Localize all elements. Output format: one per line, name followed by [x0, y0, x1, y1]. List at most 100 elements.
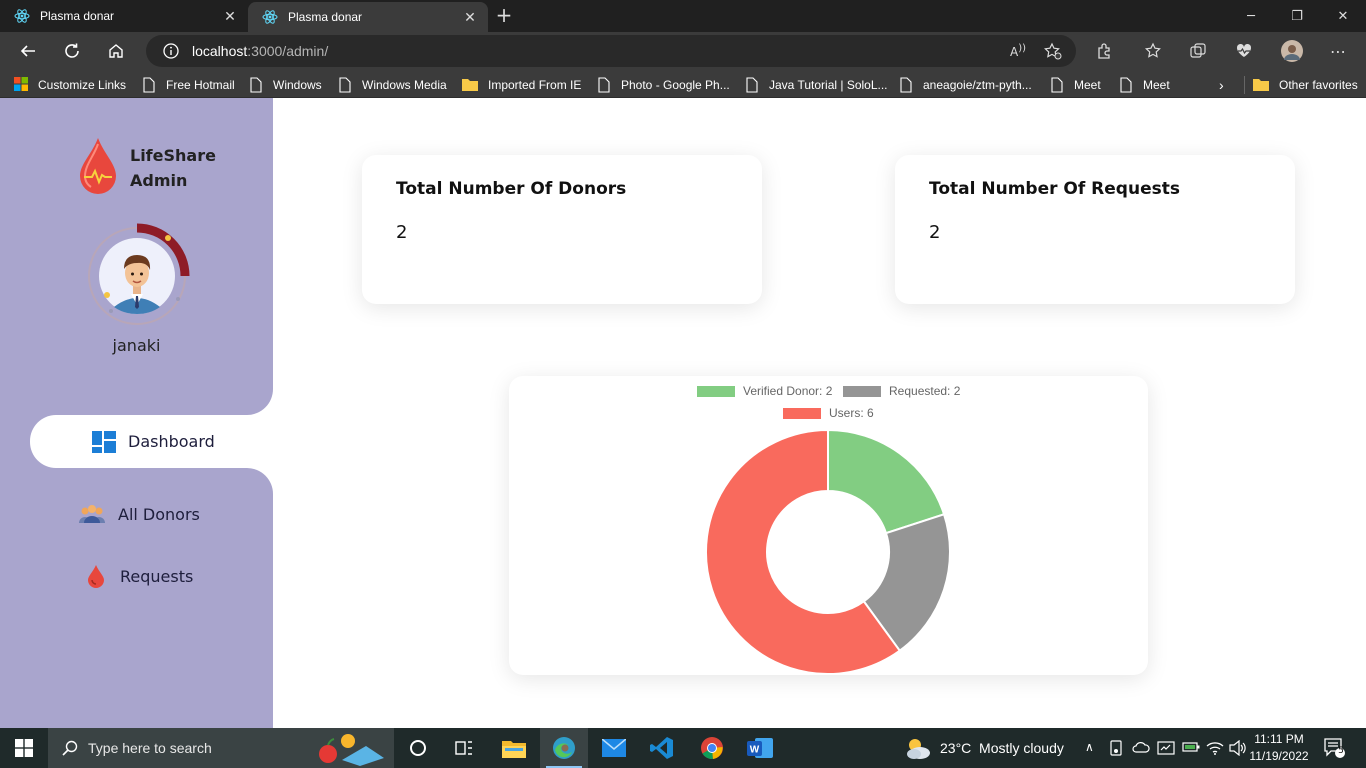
react-icon — [14, 8, 30, 24]
task-view-icon[interactable] — [440, 728, 488, 768]
meet-now-icon[interactable] — [1157, 740, 1175, 756]
read-aloud-icon[interactable]: A)) — [1010, 43, 1027, 59]
back-icon[interactable] — [14, 38, 42, 64]
sidebar-item-label: Requests — [120, 566, 194, 586]
svg-text:W: W — [750, 745, 760, 756]
wifi-icon[interactable] — [1206, 740, 1224, 756]
url-path: :3000/admin/ — [247, 43, 329, 59]
clock-time: 11:11 PM — [1254, 732, 1304, 746]
word-icon[interactable]: W — [736, 728, 784, 768]
legend-label: Users: 6 — [829, 406, 874, 420]
taskbar-clock[interactable]: 11:11 PM 11/19/2022 — [1248, 731, 1310, 765]
info-icon[interactable] — [162, 42, 180, 60]
onedrive-icon[interactable] — [1132, 740, 1150, 756]
health-icon[interactable] — [1233, 40, 1255, 62]
file-explorer-icon[interactable] — [490, 728, 538, 768]
start-button[interactable] — [0, 728, 48, 768]
page-icon — [249, 77, 263, 93]
doughnut-slice-verified-donor[interactable] — [827, 428, 946, 535]
sidebar-item-all-donors[interactable]: All Donors — [78, 501, 200, 527]
page-icon — [142, 77, 156, 93]
refresh-icon[interactable] — [58, 38, 86, 64]
favorites-bar: Customize Links Free Hotmail Windows Win… — [0, 70, 1366, 98]
device-icon[interactable] — [1109, 740, 1123, 756]
weather-text: 23°C Mostly cloudy — [940, 740, 1064, 756]
url-input[interactable]: localhost:3000/admin/ — [146, 35, 1076, 67]
windows-logo-icon — [14, 77, 28, 93]
restore-icon[interactable]: ❐ — [1291, 8, 1303, 24]
favorite-label: Free Hotmail — [166, 78, 235, 92]
taskbar-search[interactable]: Type here to search — [48, 728, 394, 768]
search-highlight-icon — [314, 732, 388, 768]
favorite-item[interactable]: Photo - Google Ph... — [597, 76, 730, 94]
address-bar-row: localhost:3000/admin/ A)) ⋯ — [0, 32, 1366, 70]
collections-icon[interactable] — [1187, 40, 1209, 62]
react-icon — [262, 9, 278, 25]
browser-tab-active[interactable]: Plasma donar ✕ — [248, 2, 488, 32]
doughnut-slice-users[interactable] — [705, 428, 902, 675]
page-icon — [597, 77, 611, 93]
stat-value: 2 — [396, 222, 408, 243]
favorite-label: Meet — [1143, 78, 1170, 92]
browser-tab[interactable]: Plasma donar ✕ — [0, 0, 248, 32]
legend-item-verified-donor[interactable]: Verified Donor: 2 — [697, 384, 832, 398]
chrome-icon[interactable] — [688, 728, 736, 768]
legend-swatch — [697, 385, 735, 397]
sidebar-item-dashboard[interactable]: Dashboard — [30, 389, 273, 494]
favorite-item[interactable]: Customize Links — [14, 76, 126, 94]
favorite-item[interactable]: Meet — [1050, 76, 1101, 94]
page-icon — [1119, 77, 1133, 93]
close-window-icon[interactable]: ✕ — [1337, 8, 1349, 24]
favorite-item[interactable]: Free Hotmail — [142, 76, 235, 94]
vscode-icon[interactable] — [638, 728, 686, 768]
search-placeholder: Type here to search — [88, 740, 212, 756]
donors-stat-card: Total Number Of Donors 2 — [362, 155, 762, 304]
favorite-item[interactable]: Java Tutorial | SoloL... — [745, 76, 888, 94]
other-favorites[interactable]: Other favorites — [1244, 76, 1358, 94]
legend-label: Requested: 2 — [889, 384, 961, 398]
legend-item-requested[interactable]: Requested: 2 — [843, 384, 960, 398]
close-tab-icon[interactable]: ✕ — [464, 8, 476, 25]
favorite-label: Photo - Google Ph... — [621, 78, 730, 92]
sidebar: LifeShare Admin — [0, 98, 273, 728]
volume-icon[interactable] — [1229, 739, 1247, 757]
extensions-icon[interactable] — [1094, 40, 1116, 62]
favorite-item[interactable]: Windows Media — [338, 76, 447, 94]
new-tab-button[interactable]: + — [495, 3, 513, 27]
more-menu-icon[interactable]: ⋯ — [1330, 41, 1346, 61]
favorite-item[interactable]: Meet — [1119, 76, 1170, 94]
notifications-icon[interactable]: 5 — [1324, 738, 1346, 758]
tab-title: Plasma donar — [40, 9, 115, 23]
legend-label: Verified Donor: 2 — [743, 384, 833, 398]
battery-icon[interactable] — [1182, 740, 1200, 756]
add-favorite-icon[interactable] — [1042, 40, 1064, 62]
page-icon — [899, 77, 913, 93]
favorites-overflow-chevron-icon[interactable]: › — [1219, 77, 1224, 93]
close-tab-icon[interactable]: ✕ — [224, 7, 236, 24]
blood-drop-logo-icon — [78, 136, 118, 200]
requests-stat-card: Total Number Of Requests 2 — [895, 155, 1295, 304]
sidebar-item-requests[interactable]: Requests — [84, 563, 193, 589]
user-avatar — [84, 223, 190, 329]
doughnut-slice-requested[interactable] — [862, 513, 951, 653]
favorite-item[interactable]: aneagoie/ztm-pyth... — [899, 76, 1032, 94]
cortana-icon[interactable] — [394, 728, 442, 768]
profile-avatar[interactable] — [1281, 40, 1303, 62]
edge-browser-icon[interactable] — [540, 728, 588, 768]
weather-widget[interactable]: 23°C Mostly cloudy — [904, 728, 1064, 768]
brand-subtitle: Admin — [130, 171, 188, 190]
clock-date: 11/19/2022 — [1249, 749, 1309, 763]
favorites-icon[interactable] — [1142, 40, 1164, 62]
favorite-item[interactable]: Imported From IE — [462, 76, 581, 94]
stat-title: Total Number Of Requests — [929, 179, 1180, 199]
legend-item-users[interactable]: Users: 6 — [783, 406, 874, 420]
mail-icon[interactable] — [590, 728, 638, 768]
show-hidden-icons-chevron-icon[interactable]: ∧ — [1085, 740, 1094, 754]
url-host: localhost — [192, 43, 248, 59]
favorite-item[interactable]: Windows — [249, 76, 322, 94]
brand-name: LifeShare — [130, 146, 216, 165]
minimize-icon[interactable]: ─ — [1247, 8, 1255, 24]
chart-card: Verified Donor: 2 Requested: 2 Users: 6 — [509, 376, 1148, 675]
home-icon[interactable] — [102, 38, 130, 64]
favorite-label: Java Tutorial | SoloL... — [769, 78, 888, 92]
